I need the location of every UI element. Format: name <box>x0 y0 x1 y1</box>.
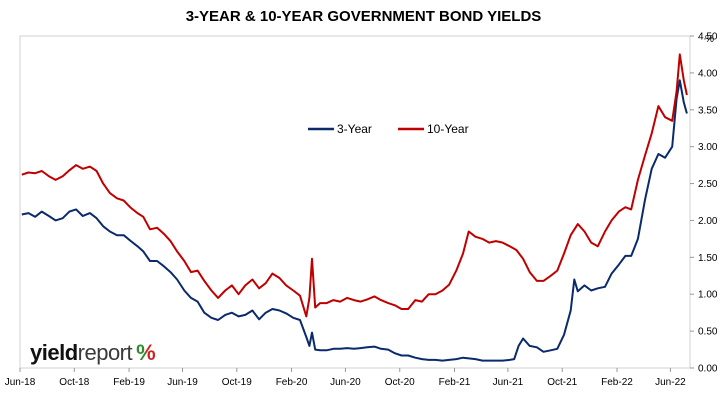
legend-label-10-year: 10-Year <box>427 122 469 136</box>
y-tick-label: 4.50 <box>698 32 718 43</box>
x-tick-label: Feb-19 <box>113 377 145 388</box>
y-tick-label: 1.50 <box>698 253 718 264</box>
series-lines <box>21 53 688 362</box>
y-tick-label: 3.00 <box>698 142 718 153</box>
axes: 0.00 0.50 1.00 1.50 2.00 2.50 3.00 3.50 4.00 4.50… <box>5 32 718 389</box>
y-tick-label: 4.00 <box>698 68 718 79</box>
plot-frame <box>19 35 691 369</box>
x-tick-label: Jun-22 <box>655 377 686 388</box>
x-tick-label: Oct-18 <box>59 377 89 388</box>
y-tick-label: 3.50 <box>698 105 718 116</box>
series-line-3-year <box>21 79 688 362</box>
x-tick-label: Jun-20 <box>330 377 361 388</box>
x-tick-label: Feb-22 <box>601 377 633 388</box>
legend-label-3-year: 3-Year <box>337 122 372 136</box>
series-line-10-year <box>21 53 688 318</box>
x-tick-label: Oct-21 <box>547 377 577 388</box>
logo-word-report: report <box>77 340 133 365</box>
x-tick-label: Jun-19 <box>167 377 198 388</box>
legend: 3-Year 10-Year <box>308 122 469 136</box>
x-tick-label: Jun-21 <box>493 377 524 388</box>
y-tick-label: 2.50 <box>698 179 718 190</box>
logo-word-yield: yield <box>30 340 78 365</box>
y-axis-unit-label: % <box>705 34 714 45</box>
x-tick-label: Feb-20 <box>276 377 308 388</box>
x-tick-label: Jun-18 <box>5 377 36 388</box>
yieldreport-logo: yieldreport% <box>30 340 156 366</box>
y-tick-label: 0.00 <box>698 364 718 375</box>
y-tick-label: 0.50 <box>698 327 718 338</box>
y-tick-label: 1.00 <box>698 290 718 301</box>
logo-percent-icon: % <box>136 340 156 365</box>
x-tick-label: Oct-20 <box>385 377 415 388</box>
y-tick-label: 2.00 <box>698 216 718 227</box>
chart-title: 3-YEAR & 10-YEAR GOVERNMENT BOND YIELDS <box>185 8 542 25</box>
x-tick-label: Feb-21 <box>439 377 471 388</box>
x-tick-label: Oct-19 <box>222 377 252 388</box>
